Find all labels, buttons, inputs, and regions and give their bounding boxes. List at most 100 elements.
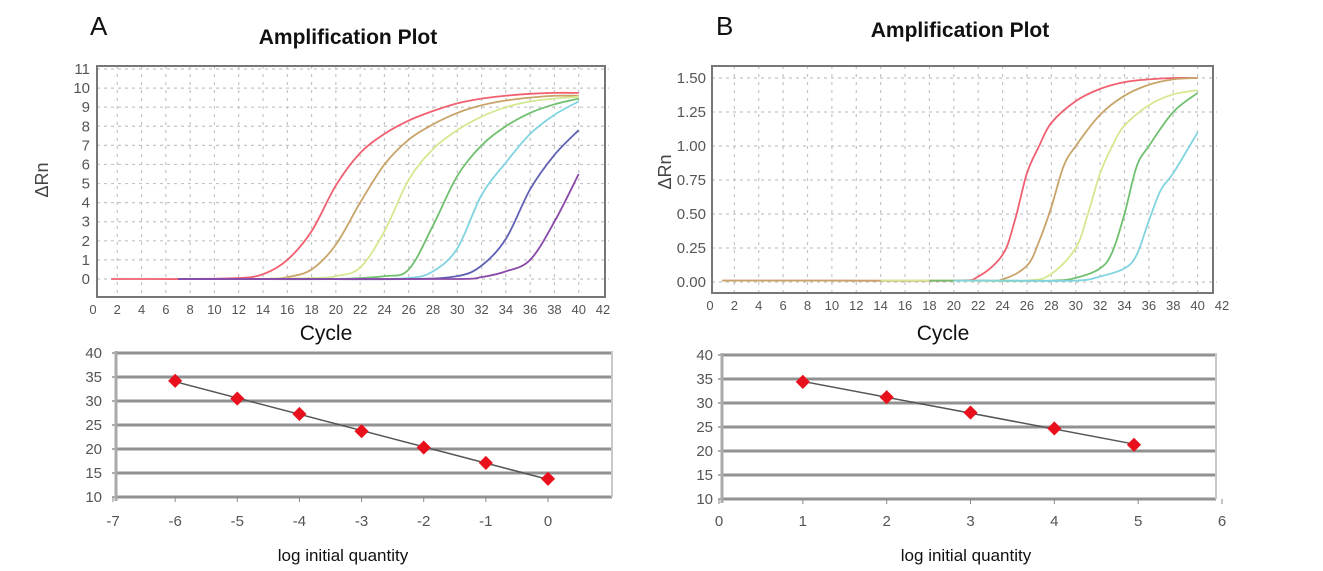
y-tick-label: 25 — [85, 417, 102, 434]
y-tick-label: 40 — [85, 345, 102, 362]
y-tick-label: 3 — [82, 214, 90, 231]
x-tick-label: 36 — [523, 302, 537, 317]
x-tick-label: 2 — [882, 513, 890, 530]
y-tick-label: 9 — [82, 99, 90, 116]
amplification-curve-3 — [177, 95, 579, 280]
x-tick-label: 10 — [825, 298, 839, 313]
x-tick-label: 14 — [256, 302, 270, 317]
y-tick-label: 10 — [73, 80, 90, 97]
y-tick-label: 25 — [696, 419, 713, 436]
x-tick-label: 4 — [138, 302, 145, 317]
x-tick-label: 24 — [377, 302, 391, 317]
amplification-plot-a: 0 2 4 6 8 10 12 14 16 18 20 22 24 26 28 30 32 34 36 38 40 420… — [73, 61, 610, 317]
y-tick-label: 0.25 — [677, 240, 706, 257]
x-tick-label: 0 — [715, 513, 723, 530]
x-tick-label: 40 — [1190, 298, 1204, 313]
x-tick-label: 2 — [731, 298, 738, 313]
x-tick-label: 12 — [849, 298, 863, 313]
y-tick-label: 0.75 — [677, 172, 706, 189]
y-tick-label: 10 — [696, 491, 713, 508]
x-tick-label: -5 — [231, 513, 244, 530]
y-tick-label: 1.00 — [677, 138, 706, 155]
x-tick-label: 38 — [547, 302, 561, 317]
y-tick-label: 30 — [696, 395, 713, 412]
x-tick-label: 12 — [231, 302, 245, 317]
amplification-plot-b: 0 2 4 6 8 10 12 14 16 18 20 22 24 26 28 30 32 34 36 38 40 420… — [677, 65, 1229, 313]
y-tick-label: 8 — [82, 118, 90, 135]
x-tick-label: 6 — [1218, 513, 1226, 530]
y-tick-label: 10 — [85, 489, 102, 506]
chart-b-xlabel: Cycle — [917, 322, 970, 345]
data-point-marker — [354, 424, 369, 439]
standard-curve-b: 10 15 20 25 30 35 40 0 1 2 3 4 5 6 — [696, 347, 1226, 530]
data-point-marker — [478, 455, 493, 470]
y-tick-label: 0.50 — [677, 206, 706, 223]
data-point-marker — [1126, 437, 1142, 452]
y-tick-label: 20 — [696, 443, 713, 460]
x-tick-label: 34 — [1117, 298, 1131, 313]
chart-b-title: Amplification Plot — [871, 19, 1050, 42]
chart-a-title: Amplification Plot — [259, 26, 438, 49]
x-tick-label: 1 — [799, 513, 807, 530]
y-tick-label: 7 — [82, 137, 90, 154]
x-tick-label: 38 — [1166, 298, 1180, 313]
x-tick-label: 20 — [329, 302, 343, 317]
chart-b-ylabel: ΔRn — [655, 154, 675, 189]
x-tick-label: 24 — [995, 298, 1009, 313]
x-tick-label: -1 — [479, 513, 492, 530]
x-tick-label: 40 — [571, 302, 585, 317]
data-point-marker — [168, 373, 183, 388]
y-tick-label: 15 — [696, 467, 713, 484]
x-tick-label: 34 — [499, 302, 513, 317]
y-tick-label: 15 — [85, 465, 102, 482]
x-tick-label: 36 — [1142, 298, 1156, 313]
standard-curve-a: 10 15 20 25 30 35 40 -7 -6 -5 -4 -3 -2 -1 0 — [85, 345, 613, 530]
x-tick-label: 0 — [89, 302, 96, 317]
x-tick-label: 2 — [114, 302, 121, 317]
y-tick-label: 5 — [82, 176, 90, 193]
x-tick-label: 26 — [1020, 298, 1034, 313]
y-tick-label: 6 — [82, 156, 90, 173]
y-tick-label: 0.00 — [677, 274, 706, 291]
x-tick-label: 42 — [1215, 298, 1229, 313]
x-tick-label: 22 — [353, 302, 367, 317]
amplification-curve-5 — [953, 131, 1199, 282]
x-tick-label: 14 — [873, 298, 887, 313]
data-point-marker — [540, 471, 556, 486]
x-tick-label: 32 — [474, 302, 488, 317]
data-point-marker — [230, 391, 245, 406]
y-tick-label: 11 — [74, 61, 90, 78]
x-tick-label: 8 — [187, 302, 194, 317]
x-tick-label: -7 — [106, 513, 119, 530]
y-tick-label: 40 — [696, 347, 713, 364]
panel-label-b: B — [716, 11, 733, 41]
amplification-curve-1 — [111, 91, 579, 280]
x-tick-label: 8 — [804, 298, 811, 313]
x-tick-label: 32 — [1093, 298, 1107, 313]
x-tick-label: 18 — [922, 298, 936, 313]
amplification-curve-7 — [178, 173, 580, 281]
x-tick-label: 3 — [966, 513, 974, 530]
x-tick-label: 42 — [596, 302, 610, 317]
x-tick-label: 0 — [706, 298, 713, 313]
x-tick-label: 4 — [755, 298, 762, 313]
data-point-marker — [416, 440, 431, 455]
data-point-marker — [795, 374, 810, 389]
x-tick-label: 30 — [1068, 298, 1082, 313]
amplification-curve-3 — [880, 89, 1198, 283]
x-tick-label: 6 — [162, 302, 169, 317]
y-tick-label: 35 — [85, 369, 102, 386]
x-tick-label: -2 — [417, 513, 430, 530]
y-tick-label: 1.50 — [677, 70, 706, 87]
x-tick-label: 16 — [280, 302, 294, 317]
y-tick-label: 4 — [82, 195, 90, 212]
plot-frame — [96, 65, 606, 298]
x-tick-label: -6 — [168, 513, 181, 530]
y-tick-label: 1.25 — [677, 104, 706, 121]
x-tick-label: 28 — [1044, 298, 1058, 313]
y-tick-label: 0 — [82, 271, 90, 288]
y-tick-label: 20 — [85, 441, 102, 458]
amplification-curve-4 — [929, 92, 1199, 282]
y-tick-label: 2 — [82, 233, 90, 250]
